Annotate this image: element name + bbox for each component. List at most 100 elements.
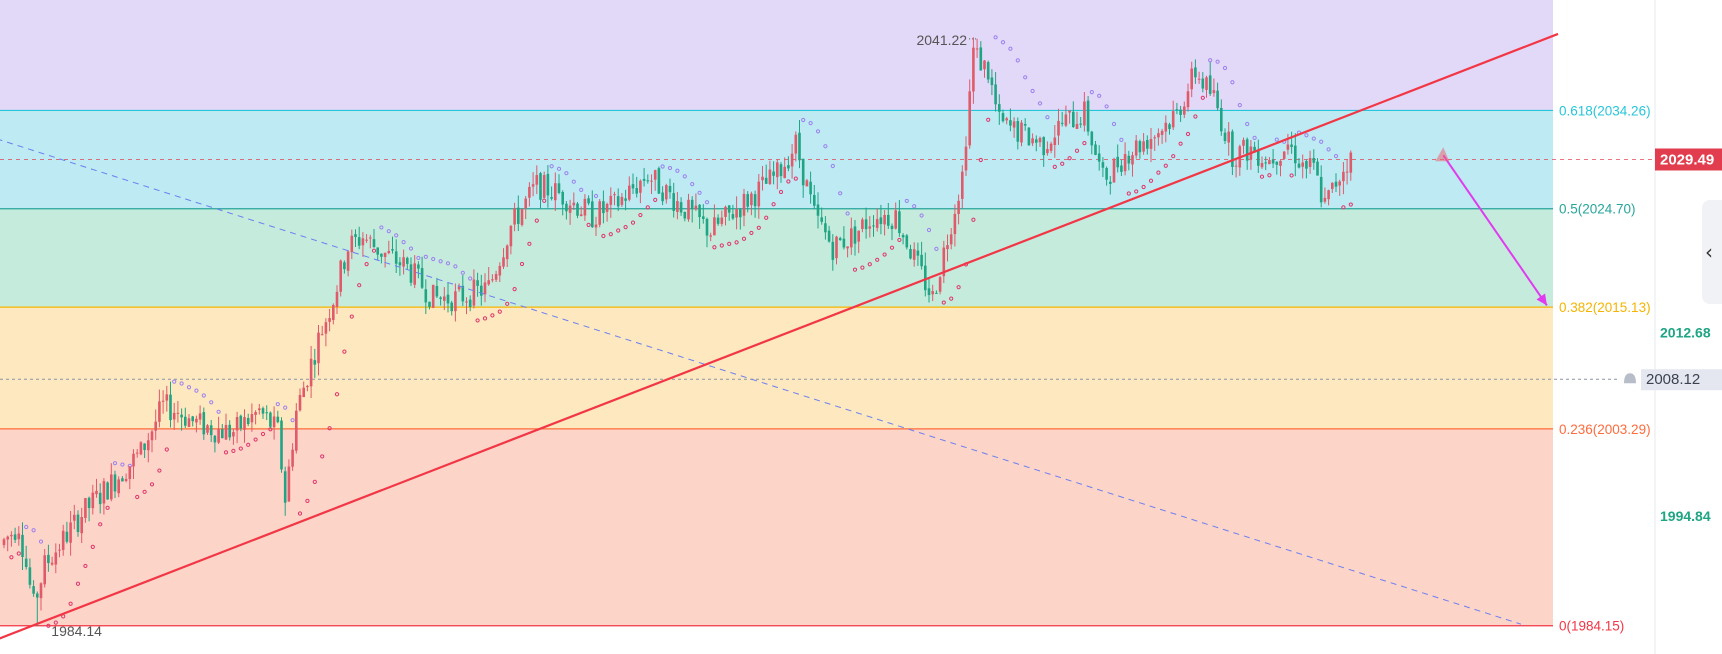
candle-body	[827, 230, 831, 242]
candle-body	[1312, 157, 1316, 163]
candle-body	[953, 213, 957, 235]
current-price-label: 2029.49	[1660, 151, 1714, 168]
candle-body	[698, 204, 701, 218]
candle-body	[117, 479, 120, 494]
candle-body	[1160, 130, 1164, 135]
candle-body	[50, 562, 54, 565]
candle-body	[54, 552, 58, 565]
candle-body	[931, 291, 934, 295]
candle-body	[47, 554, 50, 564]
candle-body	[276, 416, 280, 423]
sar-dot	[468, 276, 473, 281]
collapse-panel-button[interactable]: ‹	[1702, 200, 1722, 304]
sar-dot	[1289, 173, 1294, 178]
candle-body	[1186, 91, 1190, 108]
sar-dot	[815, 129, 821, 134]
candle-body	[968, 91, 971, 146]
candle-body	[306, 386, 309, 388]
sar-dot	[1119, 137, 1124, 142]
candle-body	[605, 203, 609, 212]
candle-body	[1090, 131, 1094, 146]
candle-body	[147, 440, 150, 451]
candle-body	[687, 199, 690, 220]
candle-body	[1208, 75, 1212, 94]
candle-body	[206, 425, 209, 433]
candle-body	[683, 211, 687, 219]
candle-body	[916, 250, 920, 256]
candle-body	[417, 264, 420, 269]
high-price-label: 2041.22	[916, 32, 967, 48]
candle-body	[583, 198, 587, 216]
parabolic-sar-dots	[9, 35, 1353, 628]
fib-zone-0.5	[0, 208, 1553, 308]
candle-body	[550, 197, 553, 199]
sar-dot	[283, 405, 288, 410]
sar-dot	[875, 257, 880, 262]
sar-dot	[349, 314, 354, 319]
candle-body	[961, 171, 964, 199]
candle-body	[665, 185, 668, 200]
price-tick-label: 2012.68	[1660, 324, 1711, 340]
candle-body	[269, 412, 272, 427]
candle-body	[380, 253, 383, 257]
sar-dot	[616, 228, 621, 233]
candle-body	[713, 217, 716, 236]
candle-body	[124, 478, 128, 481]
guide-lines	[0, 158, 1655, 380]
candle-body	[498, 265, 502, 276]
sar-dot	[764, 215, 769, 220]
sar-dot	[431, 256, 436, 262]
candle-body	[787, 165, 790, 169]
candle-body	[1205, 77, 1208, 90]
sar-dot	[1252, 135, 1257, 141]
candle-body	[250, 414, 254, 423]
candle-body	[1279, 160, 1282, 166]
sar-dot	[682, 174, 687, 179]
sar-dot	[786, 179, 791, 184]
candle-body	[1216, 90, 1219, 109]
sar-dot	[1082, 141, 1087, 146]
candle-body	[39, 583, 43, 599]
bell-icon	[1624, 373, 1636, 384]
candle-body	[942, 247, 946, 277]
candle-body	[365, 239, 368, 241]
sar-dot	[497, 309, 502, 314]
candle-body	[609, 195, 613, 205]
candle-body	[487, 280, 490, 285]
sar-dot	[904, 198, 909, 204]
candle-body	[383, 252, 387, 257]
candle-body	[739, 209, 742, 218]
candle-body	[602, 201, 605, 214]
candle-body	[158, 401, 161, 422]
fibonacci-labels: 0.618(2034.26) 0.5(2024.70) 0.382(2015.13)…	[1559, 103, 1651, 633]
sar-dot	[364, 262, 369, 267]
sar-dot	[9, 555, 14, 560]
candle-body	[768, 169, 772, 184]
candle-body	[221, 429, 224, 439]
candle-body	[520, 209, 524, 225]
sar-dot	[1245, 121, 1250, 127]
candle-body	[339, 260, 342, 292]
candle-body	[1023, 123, 1027, 126]
candle-body	[376, 247, 379, 255]
sar-dot	[712, 245, 717, 250]
candle-body	[80, 516, 83, 534]
candle-body	[357, 237, 361, 246]
price-axis[interactable]: 2012.68 1994.84 2008.12 2029.49	[1624, 0, 1722, 654]
candle-body	[850, 228, 853, 248]
candle-body	[36, 593, 39, 598]
candle-body	[1027, 127, 1031, 146]
fib-label-0.382: 0.382(2015.13)	[1559, 300, 1651, 315]
candle-body	[98, 492, 102, 505]
fibonacci-level-lines	[0, 109, 1553, 627]
sar-dot	[453, 264, 458, 269]
drawing-tools[interactable]	[0, 32, 1559, 640]
sar-dot	[623, 225, 628, 230]
sar-dot	[756, 225, 761, 230]
sar-dot	[320, 454, 325, 459]
candle-body	[454, 291, 457, 312]
candle-body	[868, 226, 872, 229]
candle-body	[531, 184, 535, 187]
low-price-label: 1984.14	[51, 623, 102, 639]
